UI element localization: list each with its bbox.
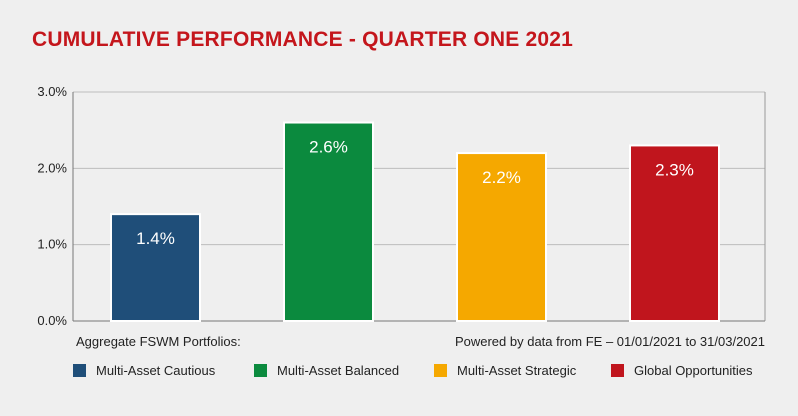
labels-layer: 1.4% 2.6% 2.2% 2.3% (136, 138, 694, 249)
y-tick-label: 1.0% (37, 237, 67, 252)
footer-source-note: Powered by data from FE – 01/01/2021 to … (454, 334, 765, 349)
legend-swatch (611, 364, 624, 377)
legend-label: Multi-Asset Strategic (457, 363, 577, 378)
legend-swatch (434, 364, 447, 377)
data-label: 1.4% (136, 229, 175, 248)
legend-label: Multi-Asset Balanced (277, 363, 400, 378)
legend-item: Multi-Asset Strategic (434, 363, 576, 378)
data-label: 2.2% (482, 168, 521, 187)
y-tick-label: 2.0% (37, 160, 67, 175)
data-label: 2.3% (655, 160, 694, 179)
legend-item: Multi-Asset Balanced (254, 363, 399, 378)
bars-layer (110, 121, 720, 322)
chart-title: CUMULATIVE PERFORMANCE - QUARTER ONE 202… (32, 28, 574, 51)
bar (110, 213, 201, 322)
y-tick-label: 0.0% (37, 313, 67, 328)
bar (283, 121, 374, 322)
legend-swatch (73, 364, 86, 377)
legend-label: Multi-Asset Cautious (96, 363, 216, 378)
legend-item: Global Opportunities (611, 363, 753, 378)
footer-left-note: Aggregate FSWM Portfolios: (76, 334, 241, 349)
legend-swatch (254, 364, 267, 377)
bar (629, 144, 720, 322)
legend-item: Multi-Asset Cautious (73, 363, 215, 378)
data-label: 2.6% (309, 138, 348, 157)
y-tick-label: 3.0% (37, 84, 67, 99)
legend-label: Global Opportunities (634, 363, 753, 378)
bar (456, 152, 547, 322)
